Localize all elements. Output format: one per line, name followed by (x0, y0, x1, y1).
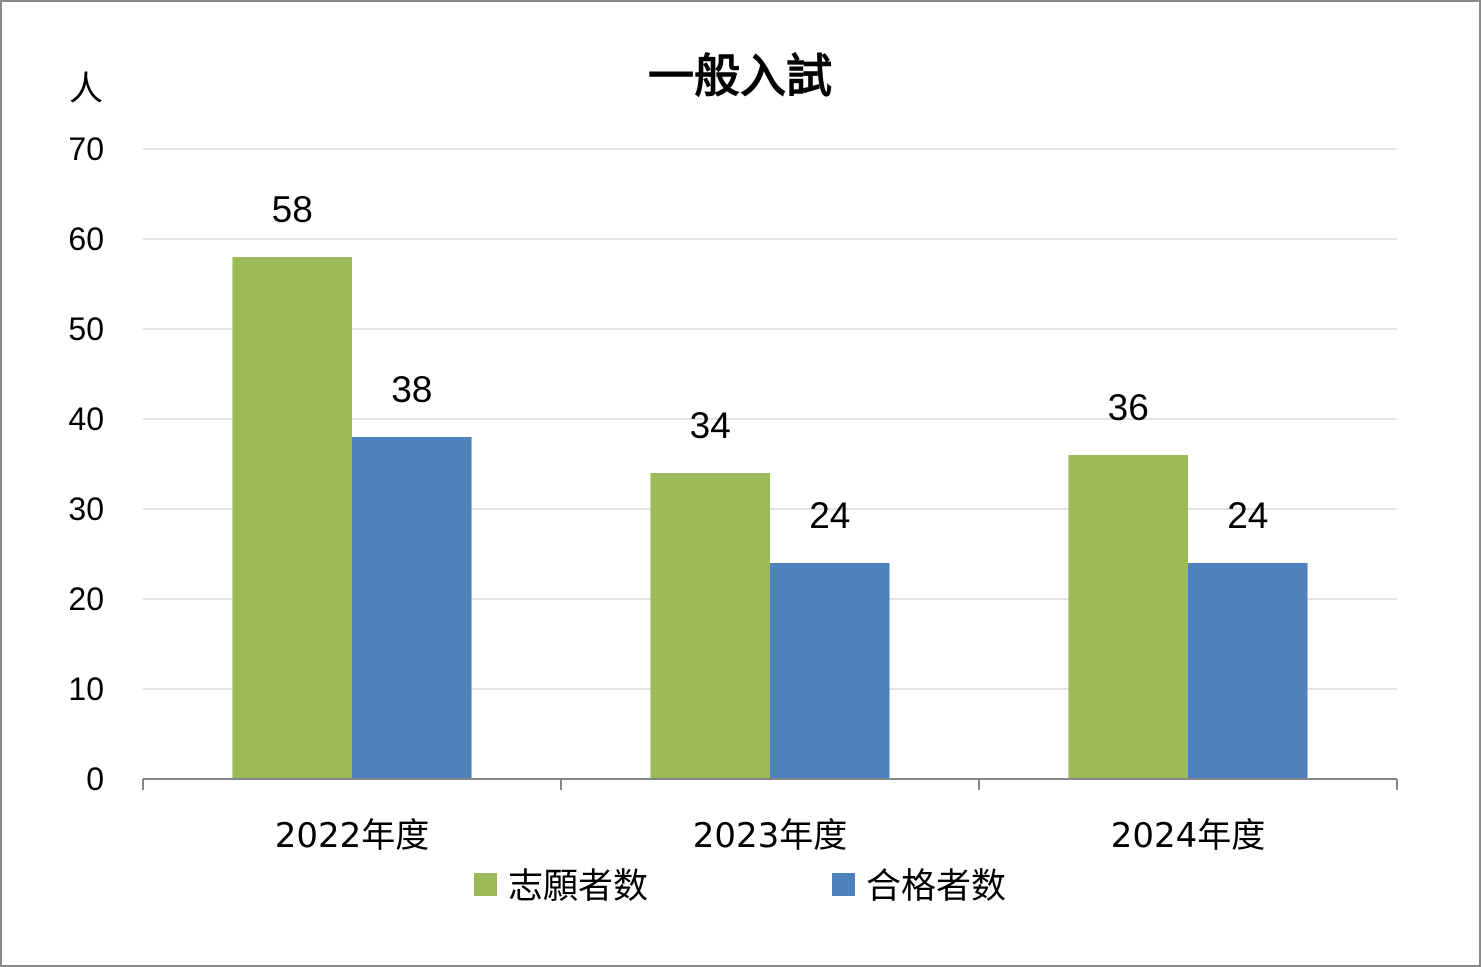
data-label-series2-cat1: 38 (391, 369, 432, 410)
y-tick-label: 50 (68, 311, 104, 347)
category-labels: 2022年度 2023年度 2024年度 (275, 816, 1266, 856)
bars (232, 257, 1308, 779)
y-tick-label: 40 (68, 401, 104, 437)
category-label: 2022年度 (275, 816, 430, 856)
category-label: 2023年度 (693, 816, 848, 856)
bar-series1-cat2 (650, 473, 770, 779)
legend-swatch (832, 873, 855, 896)
legend-item-1: 志願者数 (474, 867, 648, 907)
legend: 志願者数 合格者数 (474, 867, 1006, 907)
data-labels: 58 38 34 24 36 24 (272, 189, 1269, 536)
y-axis-unit-label: 人 (69, 69, 103, 109)
bar-series1-cat1 (232, 257, 352, 779)
x-axis (142, 778, 1398, 790)
legend-item-2: 合格者数 (832, 867, 1006, 907)
bar-series2-cat1 (352, 437, 472, 779)
y-tick-label: 70 (68, 131, 104, 167)
data-label-series1-cat1: 58 (272, 189, 313, 230)
data-label-series2-cat2: 24 (809, 495, 850, 536)
bar-series2-cat2 (770, 563, 890, 779)
y-tick-label: 30 (68, 491, 104, 527)
category-label: 2024年度 (1111, 816, 1266, 856)
y-tick-label: 60 (68, 221, 104, 257)
data-label-series2-cat3: 24 (1227, 495, 1268, 536)
bar-series1-cat3 (1068, 455, 1188, 779)
bar-series2-cat3 (1188, 563, 1308, 779)
legend-swatch (474, 873, 497, 896)
legend-label: 志願者数 (508, 867, 648, 907)
y-tick-label: 10 (68, 671, 104, 707)
legend-label: 合格者数 (866, 867, 1006, 907)
y-tick-label: 20 (68, 581, 104, 617)
y-axis-tick-labels: 0 10 20 30 40 50 60 70 (68, 131, 104, 797)
chart-title: 一般入試 (648, 49, 832, 103)
data-label-series1-cat2: 34 (690, 405, 731, 446)
data-label-series1-cat3: 36 (1108, 387, 1149, 428)
y-tick-label: 0 (86, 761, 104, 797)
